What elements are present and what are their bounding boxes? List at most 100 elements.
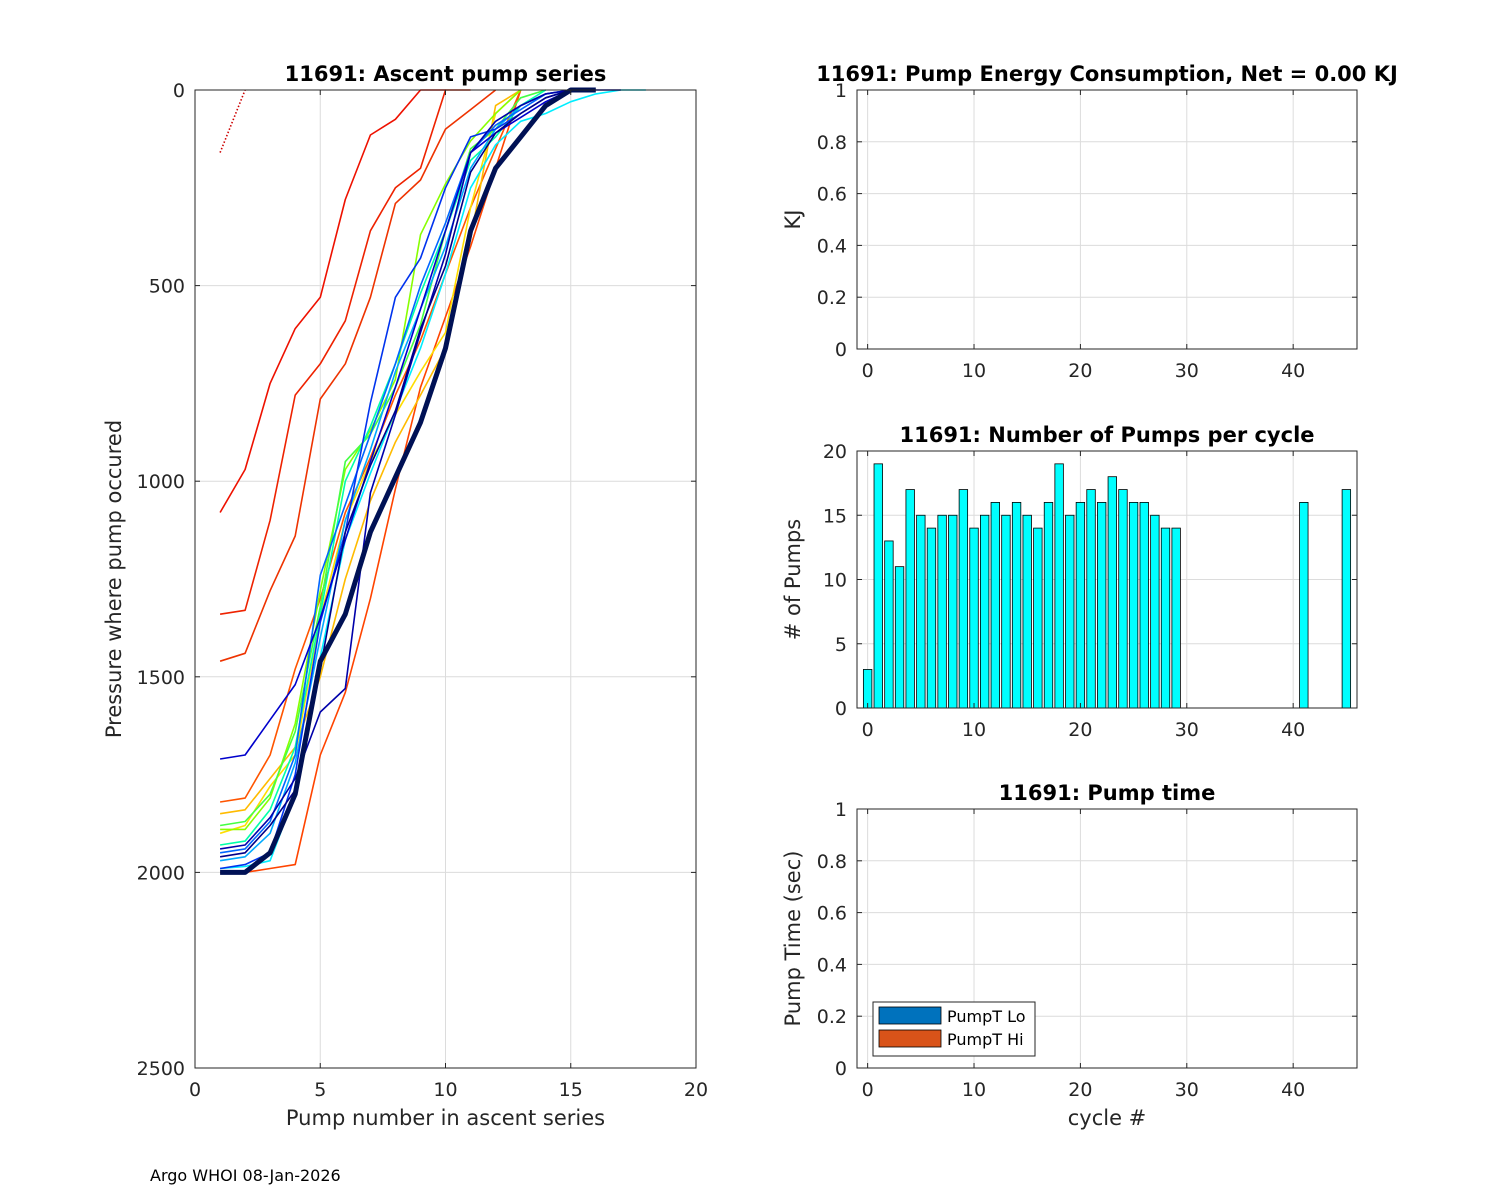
chart-pumps: 0 10 20 30 40 0 5 10 15 20 11691: Number of Pumps … [781,423,1358,741]
y-tick-label: 15 [823,505,847,527]
bar-cycle-22 [1097,501,1107,709]
series-line-2 [219,89,471,615]
x-tick-label: 15 [559,1079,583,1101]
y-tick-label: 2000 [137,862,185,884]
footer-credit: Argo WHOI 08-Jan-2026 [150,1166,341,1185]
series-line-3 [219,89,497,662]
bar-cycle-24 [1118,489,1128,709]
x-tick-label: 10 [433,1079,457,1101]
x-tick-label: 5 [314,1079,326,1101]
bar-cycle-1 [873,463,883,709]
y-tick-label: 20 [823,441,847,463]
bar-cycle-10 [969,527,979,709]
bar-cycle-14 [1011,501,1022,709]
x-tick-label: 20 [1068,1079,1092,1101]
bar-cycle-21 [1086,489,1096,709]
x-tick-label: 40 [1281,719,1305,741]
y-tick-label: 0.6 [817,903,847,925]
y-tick-label: 1 [835,80,847,102]
series-line-17 [219,89,572,858]
bar-cycle-27 [1150,514,1160,709]
bar-cycle-12 [990,501,1000,709]
x-tick-label: 30 [1175,1079,1199,1101]
y-tick-label: 1500 [137,667,185,689]
bar-cycle-4 [905,489,915,709]
legend-swatch [878,1029,942,1048]
x-tick-label: 10 [962,719,986,741]
x-tick-label: 0 [189,1079,201,1101]
chart-title: 11691: Pump Energy Consumption, Net = 0.… [816,62,1398,86]
chart-title: 11691: Pump time [999,781,1216,805]
y-tick-label: 1 [835,799,847,821]
legend-swatch [878,1006,942,1025]
series-line-12 [219,89,571,862]
series-line-4 [220,89,522,874]
x-tick-label: 10 [962,1079,986,1101]
bar-cycle-16 [1033,527,1043,709]
series-line-16 [219,89,621,850]
bar-cycle-0 [862,669,873,709]
y-tick-label: 0 [835,1058,847,1080]
x-tick-label: 0 [862,719,874,741]
bar-cycle-18 [1054,463,1064,709]
y-tick-label: 10 [823,570,847,592]
series-line-8 [220,89,522,831]
y-axis-label: KJ [781,210,805,230]
y-tick-label: 0 [835,339,847,361]
bar-cycle-3 [894,566,905,709]
y-tick-label: 1000 [137,471,185,493]
bar-cycle-11 [980,514,990,709]
y-tick-label: 0.6 [817,184,847,206]
x-tick-label: 40 [1281,1079,1305,1101]
bar-cycle-25 [1128,501,1139,709]
bar-cycle-19 [1065,514,1075,709]
bar-cycle-26 [1139,501,1149,709]
bar-cycle-13 [1001,514,1011,709]
y-tick-label: 0 [835,698,847,720]
x-tick-label: 20 [1068,719,1092,741]
bar-cycle-20 [1075,501,1086,709]
x-tick-label: 20 [684,1079,708,1101]
series-line-15 [219,89,572,760]
bar-cycle-9 [958,489,969,709]
x-axis-label: cycle # [1068,1106,1147,1130]
series-line-1 [219,89,446,513]
y-tick-label: 0.2 [817,287,847,309]
chart-title: 11691: Ascent pump series [285,62,607,86]
y-axis-label: # of Pumps [781,519,805,641]
y-tick-label: 0.4 [817,954,847,976]
y-tick-label: 5 [835,634,847,656]
bar-cycle-2 [884,540,894,709]
x-tick-label: 40 [1281,360,1305,382]
y-tick-label: 0.8 [817,132,847,154]
y-tick-label: 500 [149,276,185,298]
y-tick-label: 2500 [137,1058,185,1080]
bar-cycle-45 [1341,489,1352,709]
bar-cycle-17 [1043,501,1054,709]
series-line-14 [219,89,572,870]
plot-area [857,90,1357,349]
legend-label: PumpT Lo [947,1007,1026,1026]
chart-ascent: 0 5 10 15 20 0 500 1000 1500 2000 2500 11691: Ascen… [102,62,708,1130]
x-tick-label: 0 [862,360,874,382]
legend-label: PumpT Hi [947,1030,1024,1049]
bar-cycle-7 [937,514,947,709]
series-line-0 [219,89,246,153]
x-axis-label: Pump number in ascent series [286,1106,605,1130]
y-tick-label: 0.2 [817,1006,847,1028]
axes-box [856,89,1358,350]
y-tick-label: 0.4 [817,235,847,257]
bar-cycle-28 [1160,527,1171,709]
y-axis-label: Pump Time (sec) [781,851,805,1027]
x-tick-label: 0 [862,1079,874,1101]
series-line-13 [219,89,571,854]
bar-cycle-41 [1299,501,1309,709]
bar-cycle-8 [948,514,958,709]
x-tick-label: 30 [1175,360,1199,382]
bar-cycle-15 [1022,514,1032,709]
axes-box [856,808,1358,1069]
bar-cycle-6 [926,527,937,709]
bar-cycle-23 [1107,476,1117,709]
